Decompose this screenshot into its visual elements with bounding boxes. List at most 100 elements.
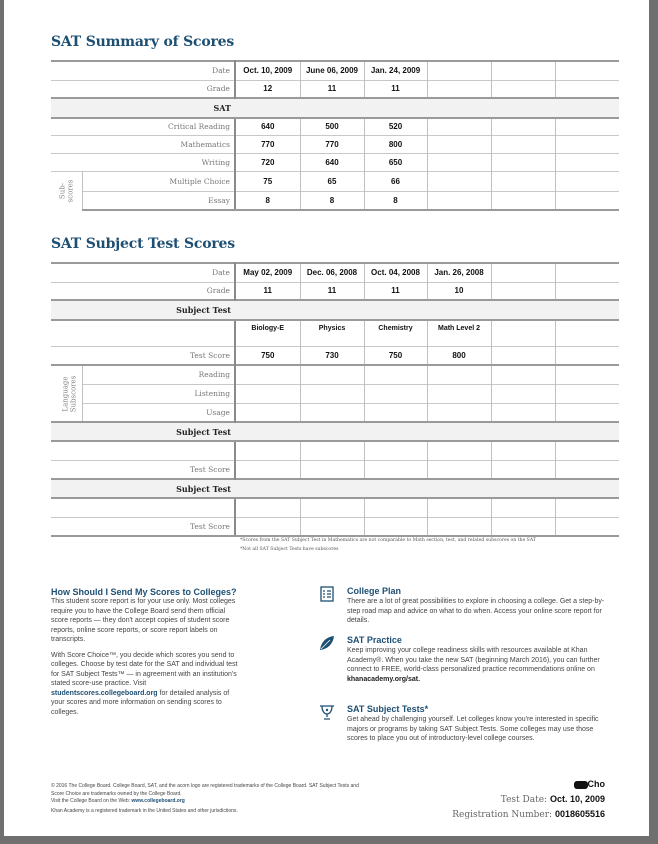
label: Registration Number: [452, 810, 553, 820]
section-label: SAT [51, 97, 235, 119]
header-cell [300, 299, 364, 321]
subject-title: SAT Subject Test Scores [51, 236, 235, 252]
test-score-row: Test Score [51, 459, 619, 479]
score-cell [491, 190, 556, 211]
score-cell: 11 [300, 79, 365, 98]
sat-summary-table: Date Oct. 10, 2009 June 06, 2009 Jan. 24, 2… [51, 60, 619, 211]
score-cell: 750 [235, 345, 301, 365]
score-cell [491, 383, 556, 403]
test-score-label: Test Score [51, 345, 236, 365]
footnote: *Scores from the SAT Subject Test in Mat… [240, 538, 536, 543]
section-header: Subject Test [51, 299, 619, 321]
score-cell [427, 117, 492, 135]
score-cell: 800 [427, 345, 492, 365]
header-cell [364, 421, 427, 442]
score-cell [427, 459, 492, 479]
score-cell: Oct. 04, 2008 [364, 262, 428, 282]
score-cell [555, 383, 619, 403]
header-cell [427, 299, 491, 321]
score-cell [300, 459, 365, 479]
score-cell [364, 516, 428, 537]
score-cell [427, 79, 492, 98]
header-cell [300, 421, 364, 442]
score-report-page: SAT Summary of Scores Date Oct. 10, 2009 J… [4, 0, 649, 836]
header-cell [364, 478, 427, 499]
score-cell [427, 402, 492, 422]
score-cell [491, 516, 556, 537]
name: Cho [587, 779, 606, 789]
header-cell [235, 97, 300, 119]
student-name: Cho [452, 777, 605, 792]
send-scores-section: How Should I Send My Scores to Colleges?… [51, 587, 241, 723]
score-cell [235, 383, 301, 403]
khanacademy-link[interactable]: khanacademy.org/sat. [347, 675, 421, 683]
score-cell [555, 79, 619, 98]
summary-title: SAT Summary of Scores [51, 34, 235, 50]
score-cell [364, 364, 428, 384]
header-cell [364, 299, 427, 321]
section-label: Subject Test [51, 421, 235, 442]
language-row: Usage [51, 402, 619, 422]
score-cell: 11 [364, 281, 428, 300]
score-cell: Jan. 24, 2009 [364, 60, 428, 80]
feature-sat-practice: SAT Practice Keep improving your college… [319, 635, 609, 684]
registration-number: Registration Number: 0018605516 [452, 807, 605, 822]
score-cell [364, 440, 428, 460]
score-cell: 8 [300, 190, 365, 211]
score-cell [555, 459, 619, 479]
score-cell [491, 319, 556, 346]
header-cell [555, 299, 619, 321]
score-cell [300, 364, 365, 384]
score-cell [427, 440, 492, 460]
test-score-row: Test Score 750 730 750 800 [51, 345, 619, 365]
header-cell [491, 299, 555, 321]
score-cell [427, 383, 492, 403]
date-row: Date May 02, 2009 Dec. 06, 2008 Oct. 04, 20… [51, 262, 619, 282]
header-cell [491, 97, 555, 119]
header-cell [300, 97, 364, 119]
feature-text: There are a lot of great possibilities t… [347, 598, 605, 624]
studentscores-link[interactable]: studentscores.collegeboard.org [51, 689, 158, 697]
feature-title: College Plan [347, 586, 402, 596]
value: Oct. 10, 2009 [549, 794, 605, 804]
date-row: Date Oct. 10, 2009 June 06, 2009 Jan. 24, 2… [51, 60, 619, 80]
header-cell [300, 478, 364, 499]
score-cell [427, 134, 492, 153]
score-cell: 75 [235, 170, 301, 191]
send-paragraph: This student score report is for your us… [51, 598, 236, 643]
checklist-icon [320, 586, 334, 602]
score-cell [491, 345, 556, 365]
score-cell [555, 516, 619, 537]
visit-line: Visit the College Board on the Web: www.… [51, 798, 371, 806]
score-cell [555, 402, 619, 422]
score-cell [235, 497, 301, 517]
khan-trademark-text: Khan Academy is a registered trademark i… [51, 807, 238, 814]
header-cell [491, 421, 555, 442]
blank-label [51, 497, 236, 517]
score-cell: Oct. 10, 2009 [235, 60, 301, 80]
score-cell: 66 [364, 170, 428, 191]
score-cell [555, 345, 619, 365]
collegeboard-link[interactable]: www.collegeboard.org [131, 798, 185, 804]
score-row: Writing 720 640 650 [51, 152, 619, 171]
score-cell [555, 60, 619, 80]
score-cell: Math Level 2 [427, 319, 492, 346]
subscore-row: Essay 8 8 8 [51, 190, 619, 211]
score-cell [364, 383, 428, 403]
language-label: Listening [82, 383, 236, 403]
subject-test-table: Date May 02, 2009 Dec. 06, 2008 Oct. 04, 20… [51, 262, 619, 537]
date-label: Date [51, 60, 236, 80]
score-cell [235, 459, 301, 479]
score-cell [491, 60, 556, 80]
feature-title: SAT Subject Tests* [347, 704, 429, 714]
language-label: Reading [82, 364, 236, 384]
grade-row: Grade 11 11 11 10 [51, 281, 619, 300]
score-cell [555, 117, 619, 135]
score-cell [555, 364, 619, 384]
score-cell: 11 [235, 281, 301, 300]
feature-subject-tests: SAT Subject Tests* Get ahead by challeng… [319, 704, 609, 744]
header-cell [555, 97, 619, 119]
date-label: Date [51, 262, 236, 282]
score-cell: 12 [235, 79, 301, 98]
score-cell [491, 364, 556, 384]
